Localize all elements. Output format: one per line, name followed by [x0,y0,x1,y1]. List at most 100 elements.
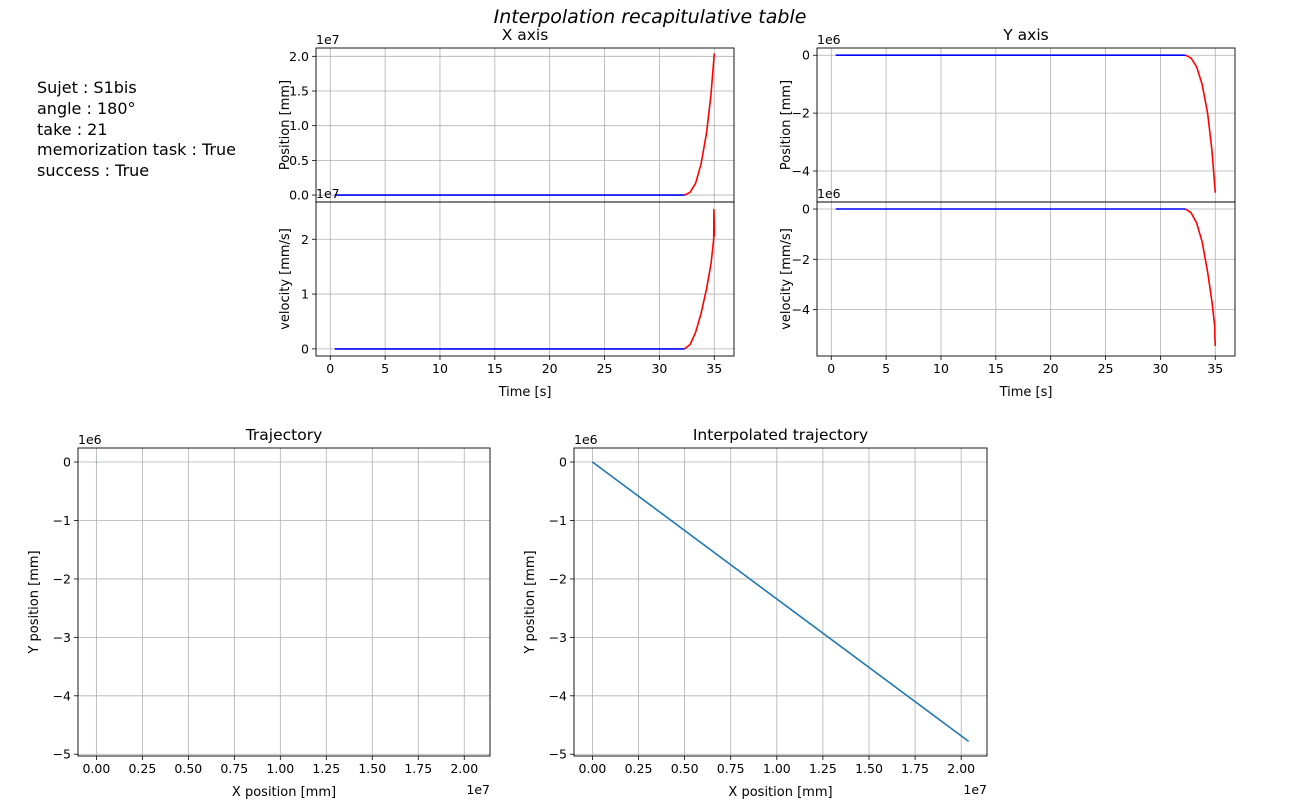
y-tick-label: 0.0 [289,188,309,203]
y-tick-label: −3 [549,630,567,645]
x-tick-label: 2.00 [450,761,478,776]
y-tick-label: −4 [549,688,567,703]
x-tick-label: 1.25 [809,761,837,776]
x-tick-label: 1.75 [404,761,432,776]
info-success: success : True [37,161,150,181]
axes-frame [816,201,1236,357]
y-tick-label: 0 [301,341,309,356]
x-tick-label: 0.25 [625,761,653,776]
chart-title: Trajectory [245,426,323,444]
x-tick-label: 1.50 [855,761,883,776]
x-tick-label: 20 [542,361,558,376]
chart-trajectory: 0.00 0.25 0.50 0.75 1.00 1.25 1.50 1.75 2.00 0 −1 −… [27,426,491,800]
chart-x-position: 0.0 0.5 1.0 1.5 2.0 1e7 X axis Position [mm] [278,26,735,203]
y-tick-label: 2.0 [289,49,309,64]
y-offset-text: 1e7 [316,186,340,201]
y-offset-text: 1e6 [817,186,841,201]
y-axis-label: velocity [mm/s] [779,228,794,330]
info-take: take : 21 [37,119,108,139]
chart-x-velocity: 0 5 10 15 20 25 30 35 0 1 2 1e7 Time [s] velocity [mm… [278,186,735,400]
x-tick-label: 0.75 [717,761,745,776]
axes-frame [315,47,735,203]
x-offset-text: 1e7 [963,782,987,797]
series-line-0 [591,461,970,743]
x-tick-label: 0.00 [82,761,110,776]
y-tick-label: 0 [559,455,567,470]
chart-title: Y axis [1002,26,1048,44]
x-tick-label: 1.25 [312,761,340,776]
axes-frame [315,201,735,357]
y-offset-text: 1e6 [817,32,841,47]
x-tick-label: 0 [827,361,835,376]
x-tick-label: 10 [933,361,949,376]
x-tick-label: 5 [882,361,890,376]
y-tick-label: −2 [792,106,810,121]
y-axis-label: velocity [mm/s] [278,228,293,330]
x-tick-label: 0.50 [174,761,202,776]
y-tick-label: 0 [802,48,810,63]
x-axis-label: X position [mm] [728,785,832,800]
x-tick-label: 25 [1098,361,1114,376]
x-tick-label: 35 [1207,361,1223,376]
x-axis-label: X position [mm] [232,785,336,800]
x-tick-label: 0.25 [128,761,156,776]
subject-info-block: Sujet : S1bis angle : 180° take : 21 mem… [37,78,236,182]
x-tick-label: 5 [381,361,389,376]
y-tick-label: 0 [802,202,810,217]
chart-title: X axis [502,26,549,44]
x-tick-label: 25 [597,361,613,376]
y-tick-label: −1 [549,513,567,528]
figure-suptitle: Interpolation recapitulative table [494,6,807,28]
x-tick-label: 30 [651,361,667,376]
y-tick-label: −2 [792,252,810,267]
x-tick-label: 0.00 [579,761,607,776]
axes-frame [77,447,491,757]
x-offset-text: 1e7 [466,782,490,797]
x-tick-label: 15 [487,361,503,376]
x-tick-label: 30 [1152,361,1168,376]
x-tick-label: 2.00 [947,761,975,776]
chart-interpolated-trajectory: 0.00 0.25 0.50 0.75 1.00 1.25 1.50 1.75 2.00 0 −1 −… [523,426,988,800]
x-tick-label: 1.00 [763,761,791,776]
x-tick-label: 10 [432,361,448,376]
axes-frame [816,47,1236,203]
series-line-1 [684,209,716,350]
y-tick-label: 0 [63,455,71,470]
x-tick-label: 1.75 [901,761,929,776]
chart-y-position: 0 −2 −4 1e6 Y axis Position [mm] [779,26,1236,203]
x-tick-label: 35 [706,361,722,376]
x-tick-label: 15 [988,361,1004,376]
series-line-1 [684,53,716,196]
y-tick-label: −5 [549,747,567,762]
y-axis-label: Y position [mm] [27,550,42,654]
y-offset-text: 1e6 [574,432,598,447]
x-tick-label: 0.75 [220,761,248,776]
chart-title: Interpolated trajectory [693,426,868,444]
y-tick-label: −4 [53,688,71,703]
x-tick-label: 0 [326,361,334,376]
y-offset-text: 1e6 [78,432,102,447]
y-axis-label: Position [mm] [779,80,794,170]
chart-y-velocity: 0 5 10 15 20 25 30 35 0 −2 −4 1e6 Time [s] velocity [… [779,186,1236,400]
x-tick-label: 1.50 [358,761,386,776]
y-tick-label: −4 [792,164,810,179]
x-axis-label: Time [s] [498,385,552,400]
y-tick-label: −5 [53,747,71,762]
info-memorization-task: memorization task : True [37,140,236,160]
info-subject: Sujet : S1bis [37,78,137,97]
x-axis-label: Time [s] [999,385,1053,400]
y-axis-label: Y position [mm] [523,550,538,654]
y-axis-label: Position [mm] [278,80,293,170]
y-tick-label: −2 [549,571,567,586]
y-tick-label: −3 [53,630,71,645]
y-tick-label: 2 [301,232,309,247]
x-tick-label: 20 [1043,361,1059,376]
y-tick-label: 0.5 [289,153,309,168]
y-tick-label: −4 [792,302,810,317]
y-tick-label: 1.5 [289,84,309,99]
series-line-1 [1185,208,1217,347]
y-tick-label: −2 [53,571,71,586]
y-tick-label: −1 [53,513,71,528]
y-tick-label: 1.0 [289,118,309,133]
